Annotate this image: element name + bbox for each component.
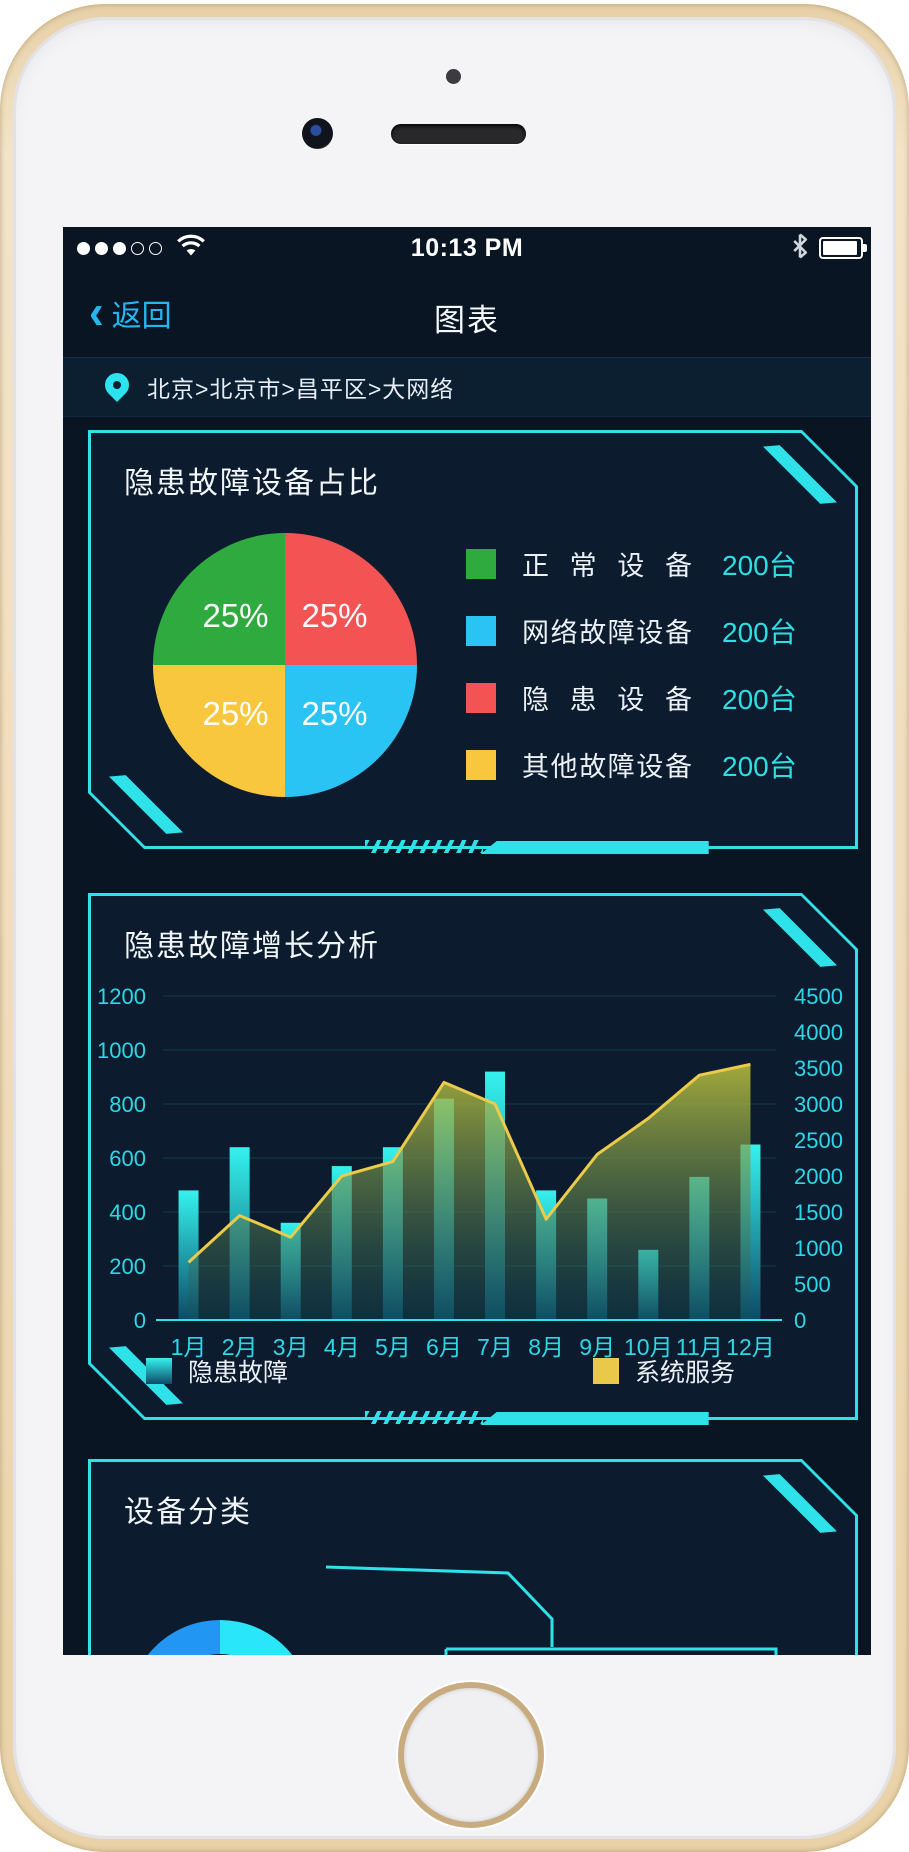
- legend-swatch-bar: [146, 1358, 172, 1384]
- pie-chart: 25% 25% 25% 25%: [153, 533, 417, 797]
- category-card: 设备分类: [88, 1459, 858, 1655]
- back-button[interactable]: ‹ 返回: [89, 285, 172, 340]
- nav-bar: ‹ 返回 图表: [63, 269, 871, 355]
- hatch-decoration-icon: [365, 1411, 484, 1424]
- svg-text:200: 200: [109, 1254, 146, 1279]
- battery-icon: [819, 237, 867, 259]
- card-title: 设备分类: [124, 1496, 252, 1529]
- location-pin-icon: [100, 368, 134, 402]
- legend-label: 隐患故障: [188, 1359, 289, 1387]
- proximity-sensor: [446, 69, 461, 84]
- legend-swatch-green: [466, 548, 496, 579]
- phone-bezel: 10:13 PM ‹ 返回 图表: [13, 17, 896, 1839]
- svg-text:8月: 8月: [528, 1334, 564, 1360]
- chart-legend-item: 系统服务: [593, 1353, 735, 1389]
- page-title: 图表: [434, 303, 500, 338]
- app-screen: 10:13 PM ‹ 返回 图表: [63, 227, 871, 1655]
- chevron-left-icon: ‹: [89, 285, 104, 340]
- legend-item: 隐患设备 200台: [466, 664, 797, 731]
- svg-text:2000: 2000: [794, 1164, 843, 1189]
- legend-label: 系统服务: [635, 1359, 736, 1387]
- svg-text:5月: 5月: [375, 1334, 411, 1360]
- combo-chart: 0 200 400 600 800 1000 1200 0 500 1000 1500 2000 250…: [97, 984, 843, 1360]
- svg-text:9月: 9月: [579, 1334, 615, 1360]
- legend-value: 200台: [722, 750, 797, 782]
- svg-text:10月: 10月: [624, 1334, 673, 1360]
- legend-item: 其他故障设备 200台: [466, 731, 797, 798]
- hatch-decoration-icon: [365, 840, 484, 853]
- card-title: 隐患故障增长分析: [124, 930, 380, 963]
- card-title: 隐患故障设备占比: [124, 467, 380, 500]
- svg-text:400: 400: [109, 1200, 146, 1225]
- pie-slice-label: 25%: [301, 596, 368, 634]
- svg-text:4月: 4月: [324, 1334, 360, 1360]
- breadcrumb[interactable]: 北京>北京市>昌平区>大网络: [63, 357, 871, 417]
- chart-legend-item: 隐患故障: [146, 1353, 288, 1389]
- svg-text:3500: 3500: [794, 1056, 843, 1081]
- home-button[interactable]: [398, 1682, 544, 1828]
- legend-value: 200台: [722, 683, 797, 715]
- legend-swatch-yellow: [466, 749, 496, 780]
- svg-text:800: 800: [109, 1092, 146, 1117]
- legend-value: 200台: [722, 549, 797, 581]
- legend-label: 隐患设备: [522, 685, 692, 715]
- legend-label: 网络故障设备: [522, 618, 692, 648]
- svg-text:1月: 1月: [171, 1334, 207, 1360]
- legend-item: 正常设备 200台: [466, 530, 797, 597]
- svg-text:4000: 4000: [794, 1020, 843, 1045]
- svg-text:1000: 1000: [97, 1038, 146, 1063]
- pie-slice-label: 25%: [301, 695, 368, 733]
- legend-item: 网络故障设备 200台: [466, 597, 797, 664]
- pie-card: 隐患故障设备占比 25% 25% 25% 25% 正常设备 200台 网络故障设备 2…: [88, 430, 858, 854]
- svg-text:3月: 3月: [273, 1334, 309, 1360]
- wifi-icon: [176, 234, 206, 263]
- legend-swatch-blue: [466, 615, 496, 646]
- status-time: 10:13 PM: [410, 233, 524, 262]
- legend-value: 200台: [722, 616, 797, 648]
- svg-text:3000: 3000: [794, 1092, 843, 1117]
- bottom-bar-decoration-icon: [480, 1412, 709, 1425]
- svg-text:600: 600: [109, 1146, 146, 1171]
- svg-text:1200: 1200: [97, 984, 146, 1009]
- svg-text:12月: 12月: [726, 1334, 775, 1360]
- legend-swatch-red: [466, 682, 496, 713]
- svg-text:2月: 2月: [222, 1334, 258, 1360]
- svg-text:4500: 4500: [794, 984, 843, 1009]
- back-label: 返回: [111, 300, 172, 333]
- signal-strength-icon: [77, 241, 162, 255]
- svg-text:6月: 6月: [426, 1334, 462, 1360]
- svg-text:500: 500: [794, 1272, 831, 1297]
- legend-label: 正常设备: [522, 551, 692, 581]
- breadcrumb-text: 北京>北京市>昌平区>大网络: [147, 376, 455, 402]
- growth-card: 隐患故障增长分析 0 200 400 600 800 1000 1200 0 500 1000 15…: [88, 893, 858, 1425]
- earpiece-speaker: [391, 124, 526, 144]
- svg-text:0: 0: [134, 1308, 146, 1333]
- front-camera: [302, 118, 333, 149]
- decorative-lines: [325, 1565, 778, 1655]
- status-bar: 10:13 PM: [63, 227, 871, 269]
- phone-frame: 10:13 PM ‹ 返回 图表: [0, 4, 909, 1852]
- bluetooth-icon: [791, 232, 809, 264]
- svg-text:2500: 2500: [794, 1128, 843, 1153]
- pie-legend: 正常设备 200台 网络故障设备 200台 隐患设备 200台: [466, 530, 797, 798]
- svg-text:7月: 7月: [477, 1334, 513, 1360]
- bottom-bar-decoration-icon: [480, 841, 709, 854]
- svg-text:1500: 1500: [794, 1200, 843, 1225]
- pie-slice-label: 25%: [202, 695, 269, 733]
- svg-text:1000: 1000: [794, 1236, 843, 1261]
- legend-label: 其他故障设备: [522, 752, 692, 782]
- legend-swatch-line: [593, 1358, 619, 1384]
- pie-slice-label: 25%: [202, 596, 269, 634]
- svg-text:0: 0: [794, 1308, 806, 1333]
- svg-text:11月: 11月: [676, 1334, 723, 1360]
